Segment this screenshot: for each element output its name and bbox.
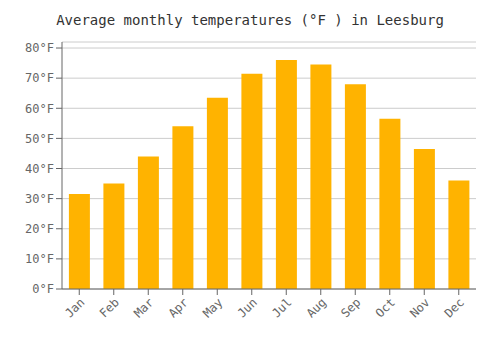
svg-text:20°F: 20°F — [25, 222, 54, 236]
svg-text:60°F: 60°F — [25, 102, 54, 116]
svg-text:Sep: Sep — [338, 295, 363, 320]
svg-text:30°F: 30°F — [25, 192, 54, 206]
svg-text:Aug: Aug — [304, 295, 329, 320]
svg-text:Nov: Nov — [407, 295, 432, 320]
svg-text:80°F: 80°F — [25, 41, 54, 55]
svg-text:10°F: 10°F — [25, 252, 54, 266]
svg-text:Jan: Jan — [62, 295, 87, 320]
svg-text:50°F: 50°F — [25, 132, 54, 146]
svg-text:Mar: Mar — [131, 295, 156, 320]
svg-text:Oct: Oct — [373, 295, 398, 320]
svg-text:Feb: Feb — [97, 295, 122, 320]
html-text:Average monthly temperatures (: Average monthly temperatures (°F ) in Le… — [56, 12, 444, 28]
svg-text:Jul: Jul — [269, 295, 294, 320]
svg-text:Apr: Apr — [166, 295, 191, 320]
svg-text:Dec: Dec — [442, 295, 467, 320]
svg-text:0°F: 0°F — [32, 282, 54, 296]
svg-text:40°F: 40°F — [25, 162, 54, 176]
svg-text:May: May — [200, 295, 225, 320]
svg-text:Jun: Jun — [235, 295, 260, 320]
svg-text:70°F: 70°F — [25, 71, 54, 85]
